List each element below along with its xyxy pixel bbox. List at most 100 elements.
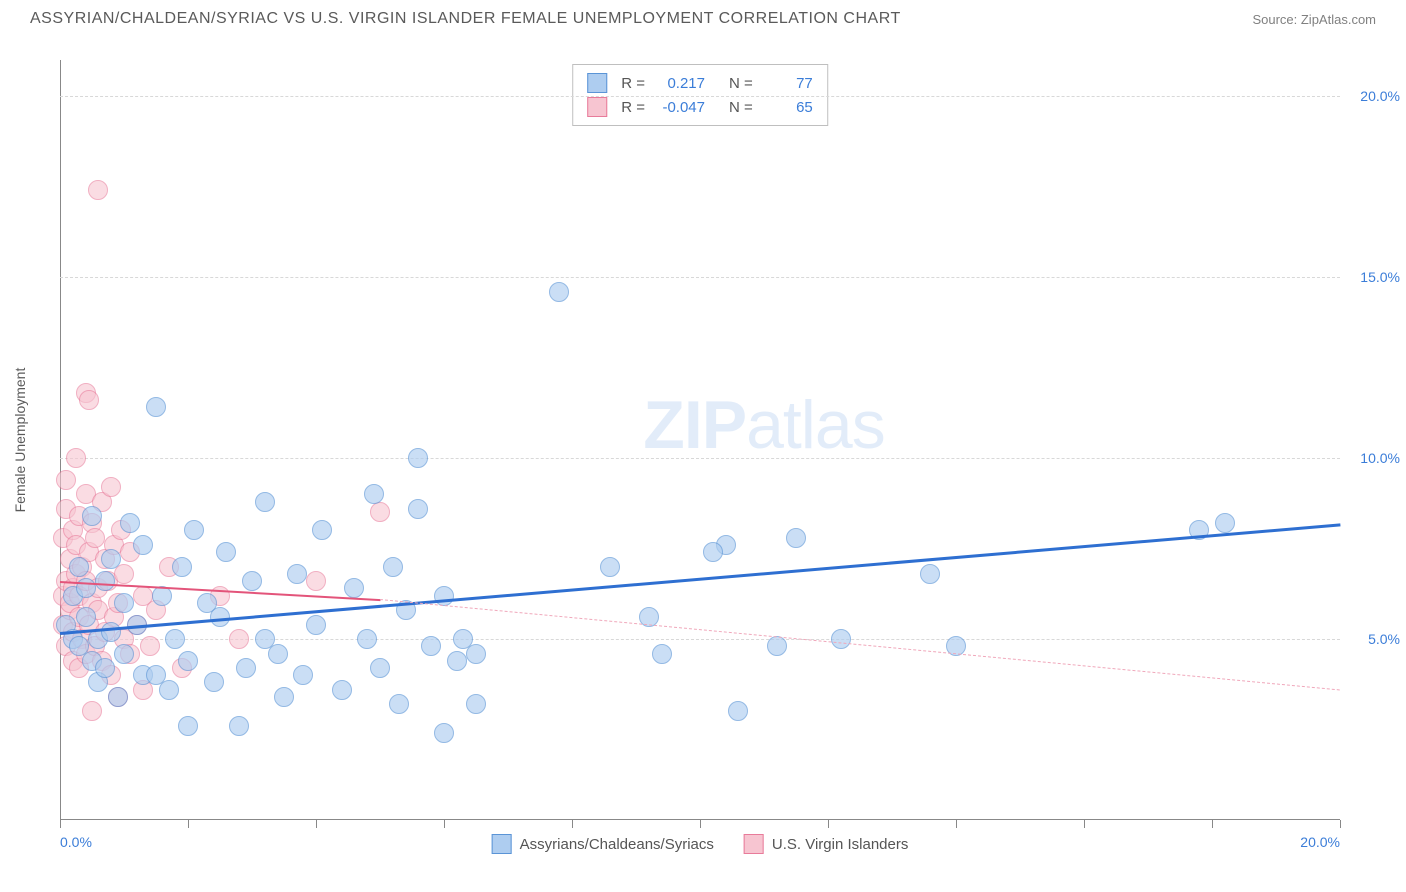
y-tick-label: 5.0% xyxy=(1368,631,1400,647)
scatter-point-assyrian xyxy=(408,448,428,468)
scatter-point-usvi xyxy=(140,636,160,656)
series-legend: Assyrians/Chaldeans/Syriacs U.S. Virgin I… xyxy=(492,834,909,854)
scatter-point-usvi xyxy=(306,571,326,591)
x-tick xyxy=(828,820,829,828)
n-value: 65 xyxy=(763,99,813,116)
chart-area: Female Unemployment ZIPatlas R =0.217N =… xyxy=(50,60,1350,820)
scatter-point-usvi xyxy=(370,502,390,522)
scatter-point-assyrian xyxy=(101,549,121,569)
source-label: Source: ZipAtlas.com xyxy=(1252,12,1376,27)
scatter-point-assyrian xyxy=(76,607,96,627)
scatter-point-assyrian xyxy=(165,629,185,649)
scatter-point-assyrian xyxy=(421,636,441,656)
stats-legend-box: R =0.217N =77R =-0.047N =65 xyxy=(572,64,828,126)
watermark: ZIPatlas xyxy=(643,386,884,464)
scatter-point-usvi xyxy=(66,448,86,468)
scatter-point-assyrian xyxy=(703,542,723,562)
swatch-usvi xyxy=(587,97,607,117)
y-axis-line xyxy=(60,60,61,820)
y-tick-label: 15.0% xyxy=(1360,269,1400,285)
scatter-point-assyrian xyxy=(101,622,121,642)
r-label: R = xyxy=(621,75,645,92)
x-tick xyxy=(700,820,701,828)
scatter-point-assyrian xyxy=(600,557,620,577)
scatter-point-assyrian xyxy=(447,651,467,671)
x-tick xyxy=(1340,820,1341,828)
legend-swatch-usvi xyxy=(744,834,764,854)
scatter-point-assyrian xyxy=(549,282,569,302)
scatter-point-assyrian xyxy=(786,528,806,548)
scatter-point-assyrian xyxy=(172,557,192,577)
x-tick xyxy=(1212,820,1213,828)
n-value: 77 xyxy=(763,75,813,92)
scatter-point-assyrian xyxy=(383,557,403,577)
scatter-point-assyrian xyxy=(120,513,140,533)
scatter-point-assyrian xyxy=(216,542,236,562)
scatter-point-assyrian xyxy=(434,723,454,743)
scatter-point-assyrian xyxy=(466,644,486,664)
scatter-point-assyrian xyxy=(370,658,390,678)
trend-line xyxy=(380,599,1340,690)
legend-swatch-assyrian xyxy=(492,834,512,854)
scatter-point-assyrian xyxy=(133,535,153,555)
scatter-point-assyrian xyxy=(1215,513,1235,533)
scatter-point-assyrian xyxy=(236,658,256,678)
r-value: -0.047 xyxy=(655,99,705,116)
scatter-point-assyrian xyxy=(114,644,134,664)
scatter-point-assyrian xyxy=(652,644,672,664)
scatter-point-usvi xyxy=(56,470,76,490)
scatter-point-usvi xyxy=(85,528,105,548)
scatter-point-usvi xyxy=(82,701,102,721)
x-tick-label: 20.0% xyxy=(1300,834,1340,850)
x-tick xyxy=(316,820,317,828)
x-tick xyxy=(60,820,61,828)
scatter-point-assyrian xyxy=(95,658,115,678)
scatter-point-assyrian xyxy=(255,492,275,512)
r-value: 0.217 xyxy=(655,75,705,92)
scatter-point-assyrian xyxy=(312,520,332,540)
gridline xyxy=(60,639,1340,640)
plot-region: ZIPatlas R =0.217N =77R =-0.047N =65 Ass… xyxy=(60,60,1340,820)
scatter-point-assyrian xyxy=(229,716,249,736)
y-axis-label: Female Unemployment xyxy=(12,368,28,513)
scatter-point-assyrian xyxy=(767,636,787,656)
scatter-point-assyrian xyxy=(146,397,166,417)
scatter-point-assyrian xyxy=(159,680,179,700)
scatter-point-assyrian xyxy=(114,593,134,613)
gridline xyxy=(60,277,1340,278)
y-tick-label: 10.0% xyxy=(1360,450,1400,466)
scatter-point-assyrian xyxy=(242,571,262,591)
x-tick xyxy=(188,820,189,828)
scatter-point-assyrian xyxy=(357,629,377,649)
scatter-point-assyrian xyxy=(466,694,486,714)
scatter-point-assyrian xyxy=(344,578,364,598)
legend-item-assyrian: Assyrians/Chaldeans/Syriacs xyxy=(492,834,714,854)
scatter-point-assyrian xyxy=(293,665,313,685)
scatter-point-assyrian xyxy=(728,701,748,721)
x-tick xyxy=(444,820,445,828)
y-tick-label: 20.0% xyxy=(1360,88,1400,104)
stats-row-assyrian: R = 0.217 N = 77 xyxy=(587,71,813,95)
scatter-point-assyrian xyxy=(178,651,198,671)
scatter-point-assyrian xyxy=(389,694,409,714)
scatter-point-assyrian xyxy=(184,520,204,540)
scatter-point-assyrian xyxy=(178,716,198,736)
legend-item-usvi: U.S. Virgin Islanders xyxy=(744,834,908,854)
x-tick xyxy=(956,820,957,828)
scatter-point-assyrian xyxy=(920,564,940,584)
scatter-point-assyrian xyxy=(274,687,294,707)
n-label: N = xyxy=(729,75,753,92)
scatter-point-assyrian xyxy=(204,672,224,692)
scatter-point-usvi xyxy=(229,629,249,649)
scatter-point-assyrian xyxy=(332,680,352,700)
swatch-assyrian xyxy=(587,73,607,93)
legend-label: U.S. Virgin Islanders xyxy=(772,836,908,853)
scatter-point-assyrian xyxy=(69,557,89,577)
scatter-point-assyrian xyxy=(95,571,115,591)
gridline xyxy=(60,458,1340,459)
r-label: R = xyxy=(621,99,645,116)
scatter-point-assyrian xyxy=(82,506,102,526)
chart-title: ASSYRIAN/CHALDEAN/SYRIAC VS U.S. VIRGIN … xyxy=(30,10,901,28)
scatter-point-usvi xyxy=(88,180,108,200)
scatter-point-assyrian xyxy=(287,564,307,584)
